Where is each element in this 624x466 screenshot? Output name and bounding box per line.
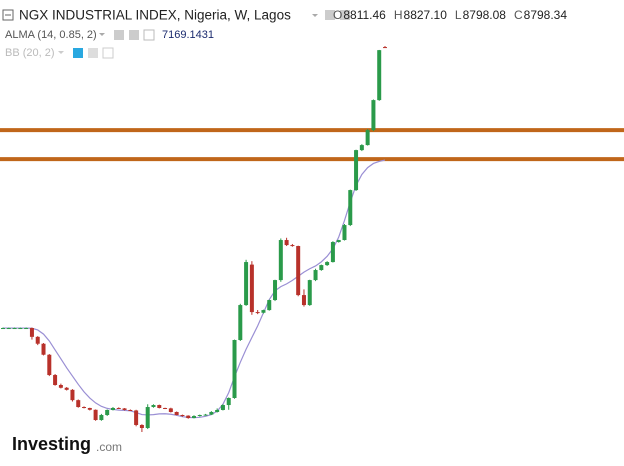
logo: Investing .com [12,434,122,454]
candle-body [110,407,115,410]
logo-name: Investing [12,434,91,454]
candle-body [371,100,376,131]
plot-area [0,46,624,432]
candle-body [284,240,289,246]
candle-body [41,343,46,355]
candle-body [116,407,121,409]
indicator-value: 7169.1431 [162,29,214,41]
candle-body [186,415,191,419]
settings-icon[interactable] [88,48,98,58]
candle-body [76,400,81,408]
candle-body [313,270,318,281]
ohlc-letter: L [455,8,462,22]
settings-icon[interactable] [129,30,139,40]
candle-body [330,242,335,263]
candle-body [342,225,347,241]
candle-body [336,240,341,243]
candle-body [383,47,387,49]
candle-body [348,190,353,226]
candle-body [296,246,301,296]
candle-body [238,305,243,341]
candle-body [203,414,208,416]
candle-body [209,411,214,415]
candle-body [1,328,5,330]
settings-icon[interactable] [325,10,335,20]
candle-body [145,407,150,429]
candle-body [151,405,156,408]
candle-body [226,398,231,406]
candle-body [134,410,139,425]
candle-body [261,310,266,313]
candle-body [290,245,295,247]
candle-body [87,407,92,410]
indicator-label: BB (20, 2) [5,47,55,59]
candle-body [273,280,278,301]
candle-body [18,328,23,330]
candle-body [128,409,133,411]
candle-body [168,408,173,412]
close-icon[interactable] [143,29,155,41]
visibility-icon[interactable] [73,48,83,58]
collapse-icon[interactable] [2,9,14,21]
candle-body [6,328,11,330]
settings-icon[interactable] [114,30,124,40]
candle-body [29,328,34,337]
candle-body [232,340,237,399]
ohlc-value: 8798.08 [463,8,507,22]
ohlc-letter: C [514,8,523,22]
candle-body [244,262,249,306]
chart-title: NGX INDUSTRIAL INDEX, Nigeria, W, Lagos [19,8,291,23]
candle-body [359,145,364,151]
candle-body [105,409,110,416]
candle-body [82,407,87,409]
candle-body [93,409,98,421]
candle-body [47,354,52,376]
candle-body [278,240,283,281]
ohlc-letter: O [333,8,342,22]
close-icon[interactable] [340,10,350,20]
candle-body [377,50,382,101]
candle-body [215,409,220,412]
ohlc-letter: H [394,8,403,22]
candle-body [319,265,324,271]
candle-body [307,280,312,306]
dropdown-caret[interactable] [99,33,105,36]
dropdown-caret[interactable] [58,51,64,54]
ohlc-value: 8811.46 [343,8,386,22]
candle-body [35,336,40,344]
candle-body [58,385,63,388]
candle-body [53,375,58,386]
candle-body [180,415,185,417]
candle-body [139,424,144,429]
candle-body [163,407,168,409]
candle-body [255,312,260,314]
indicator-label: ALMA (14, 0.85, 2) [5,29,97,41]
candle-body [354,150,359,191]
candle-body [192,416,196,419]
ohlc-value: 8827.10 [404,8,448,22]
candle-body [325,262,330,266]
candle-body [267,300,272,311]
candle-body [249,264,254,313]
candle-body [122,408,127,410]
candle-body [70,389,75,401]
candle-body [12,328,17,330]
ohlc-values: O 8811.46 H 8827.10 L 8798.08 C 8798.34 [333,8,567,22]
candle-body [24,328,29,330]
dropdown-caret[interactable] [312,14,318,17]
logo-suffix: .com [96,440,122,454]
ohlc-value: 8798.34 [524,8,568,22]
candle-body [220,405,225,410]
header: NGX INDUSTRIAL INDEX, Nigeria, W, Lagos … [2,8,567,59]
candle-body [365,130,370,146]
candle-body [157,405,162,408]
candle-body [197,415,202,417]
candle-body [174,411,179,416]
candle-body [64,387,69,390]
candle-body [99,415,104,421]
candle-body [301,295,306,306]
close-icon[interactable] [102,47,114,59]
